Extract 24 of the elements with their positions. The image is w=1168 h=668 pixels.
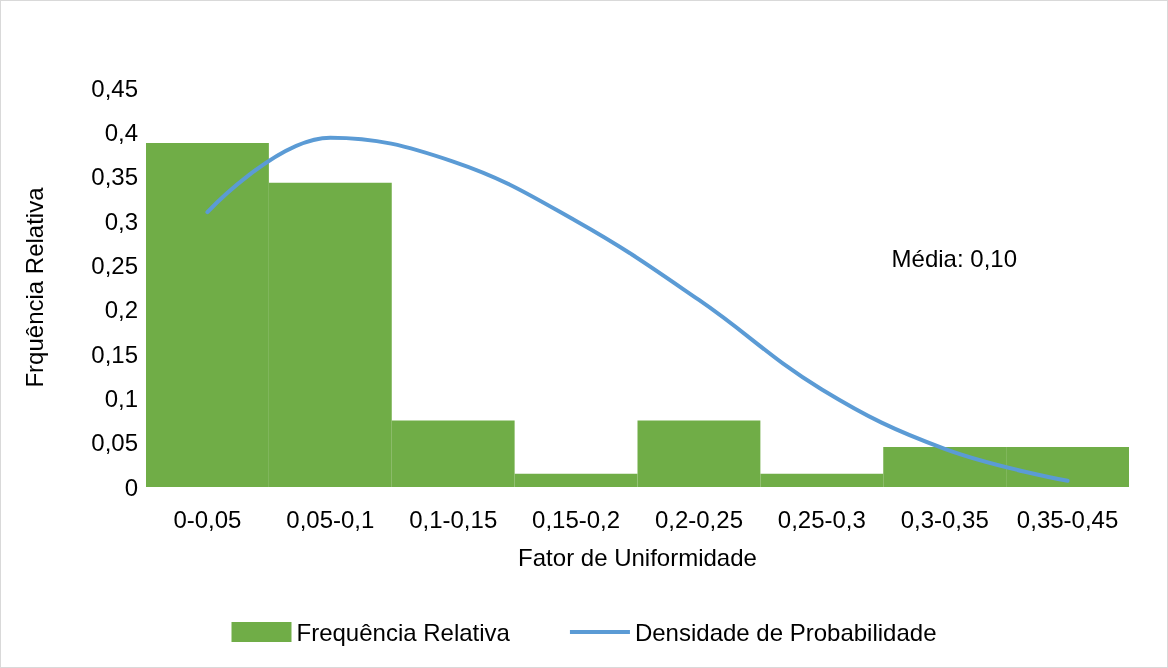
- y-tick-label: 0,35: [91, 163, 138, 191]
- y-tick-label: 0,3: [104, 207, 138, 235]
- y-tick-label: 0,1: [104, 384, 138, 412]
- legend-label: Frequência Relativa: [296, 618, 511, 646]
- x-tick-label: 0,15-0,2: [532, 505, 621, 533]
- x-tick-label: 0,2-0,25: [654, 505, 743, 533]
- y-tick-label: 0,15: [91, 340, 138, 368]
- y-tick-label: 0,25: [91, 251, 138, 279]
- line-series: [205, 135, 1070, 483]
- legend-label: Densidade de Probabilidade: [634, 618, 937, 646]
- x-axis-title: Fator de Uniformidade: [518, 543, 757, 571]
- x-tick-label: 0-0,05: [173, 505, 242, 533]
- y-tick-label: 0: [124, 473, 138, 501]
- x-tick-label: 0,1-0,15: [409, 505, 498, 533]
- x-tick-label: 0,25-0,3: [777, 505, 866, 533]
- y-tick-label: 0,45: [91, 74, 138, 102]
- y-axis-title: Frquência Relativa: [20, 186, 48, 388]
- y-tick-label: 0,2: [104, 296, 138, 324]
- x-tick-label: 0,35-0,45: [1016, 505, 1119, 533]
- y-tick-label: 0,05: [91, 429, 138, 457]
- x-tick-label: 0,05-0,1: [286, 505, 375, 533]
- annotation: Média: 0,10: [891, 244, 1018, 272]
- x-tick-label: 0,3-0,35: [900, 505, 989, 533]
- y-tick-label: 0,4: [104, 118, 138, 146]
